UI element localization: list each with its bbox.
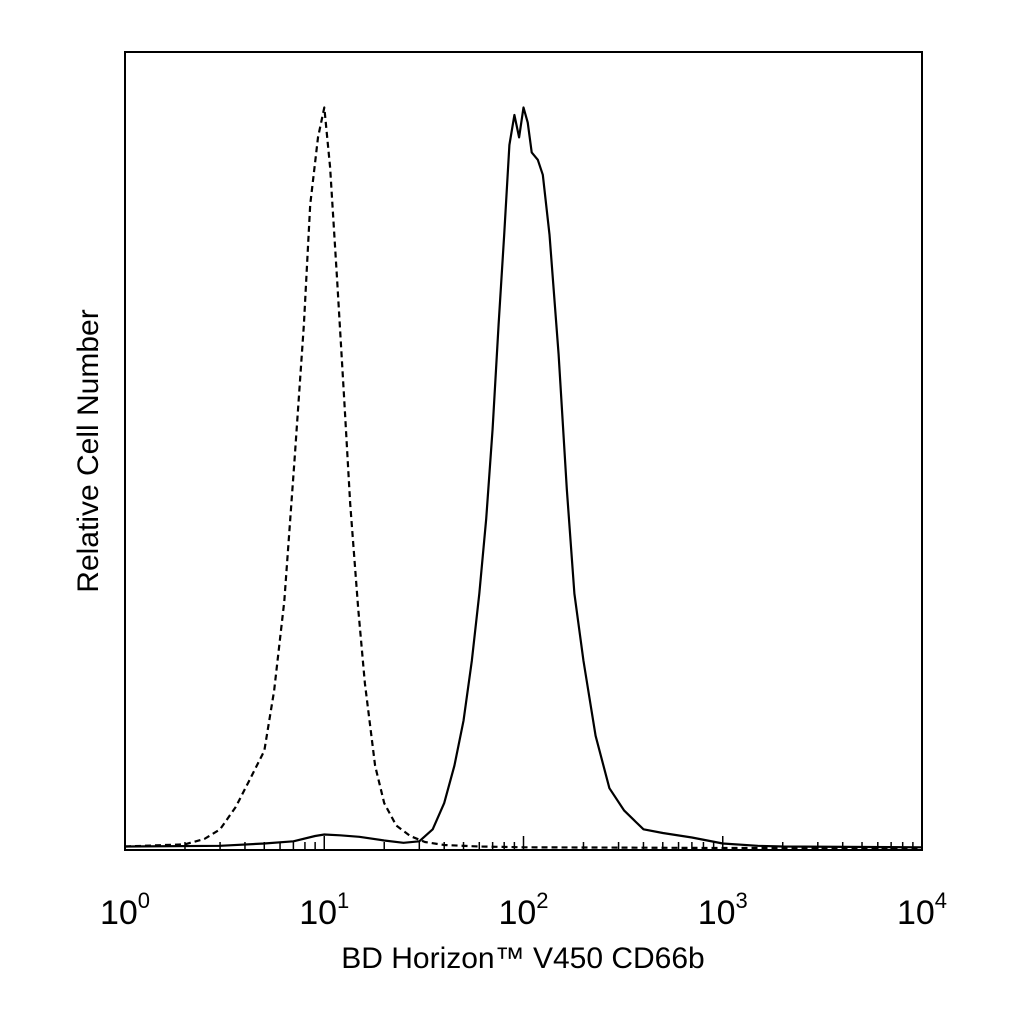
x-tick-label-base: 10 [698, 894, 736, 932]
x-tick-label-base: 10 [299, 894, 337, 932]
x-tick-label-exponent: 3 [736, 888, 748, 913]
x-tick-label-exponent: 1 [337, 888, 349, 913]
y-axis-label: Relative Cell Number [72, 309, 105, 592]
x-tick-labels: 100 101 102 103 104 [100, 888, 947, 932]
x-tick-label-exponent: 0 [138, 888, 150, 913]
stained-histogram [124, 106, 923, 849]
x-tick-label-base: 10 [897, 894, 935, 932]
isotype-control-histogram [124, 106, 922, 850]
series-layer [124, 106, 923, 850]
x-tick-label-base: 10 [498, 894, 536, 932]
x-tick-label-base: 10 [100, 894, 138, 932]
x-tick-label-exponent: 4 [935, 888, 947, 913]
x-tick-label: 104 [897, 888, 947, 932]
x-tick-label: 100 [100, 888, 150, 932]
x-tick-label: 101 [299, 888, 349, 932]
x-tick-label-exponent: 2 [536, 888, 548, 913]
x-axis-label: BD Horizon™ V450 CD66b [341, 942, 705, 975]
x-tick-label: 103 [698, 888, 748, 932]
x-tick-label: 102 [498, 888, 548, 932]
plot-frame [124, 51, 923, 851]
